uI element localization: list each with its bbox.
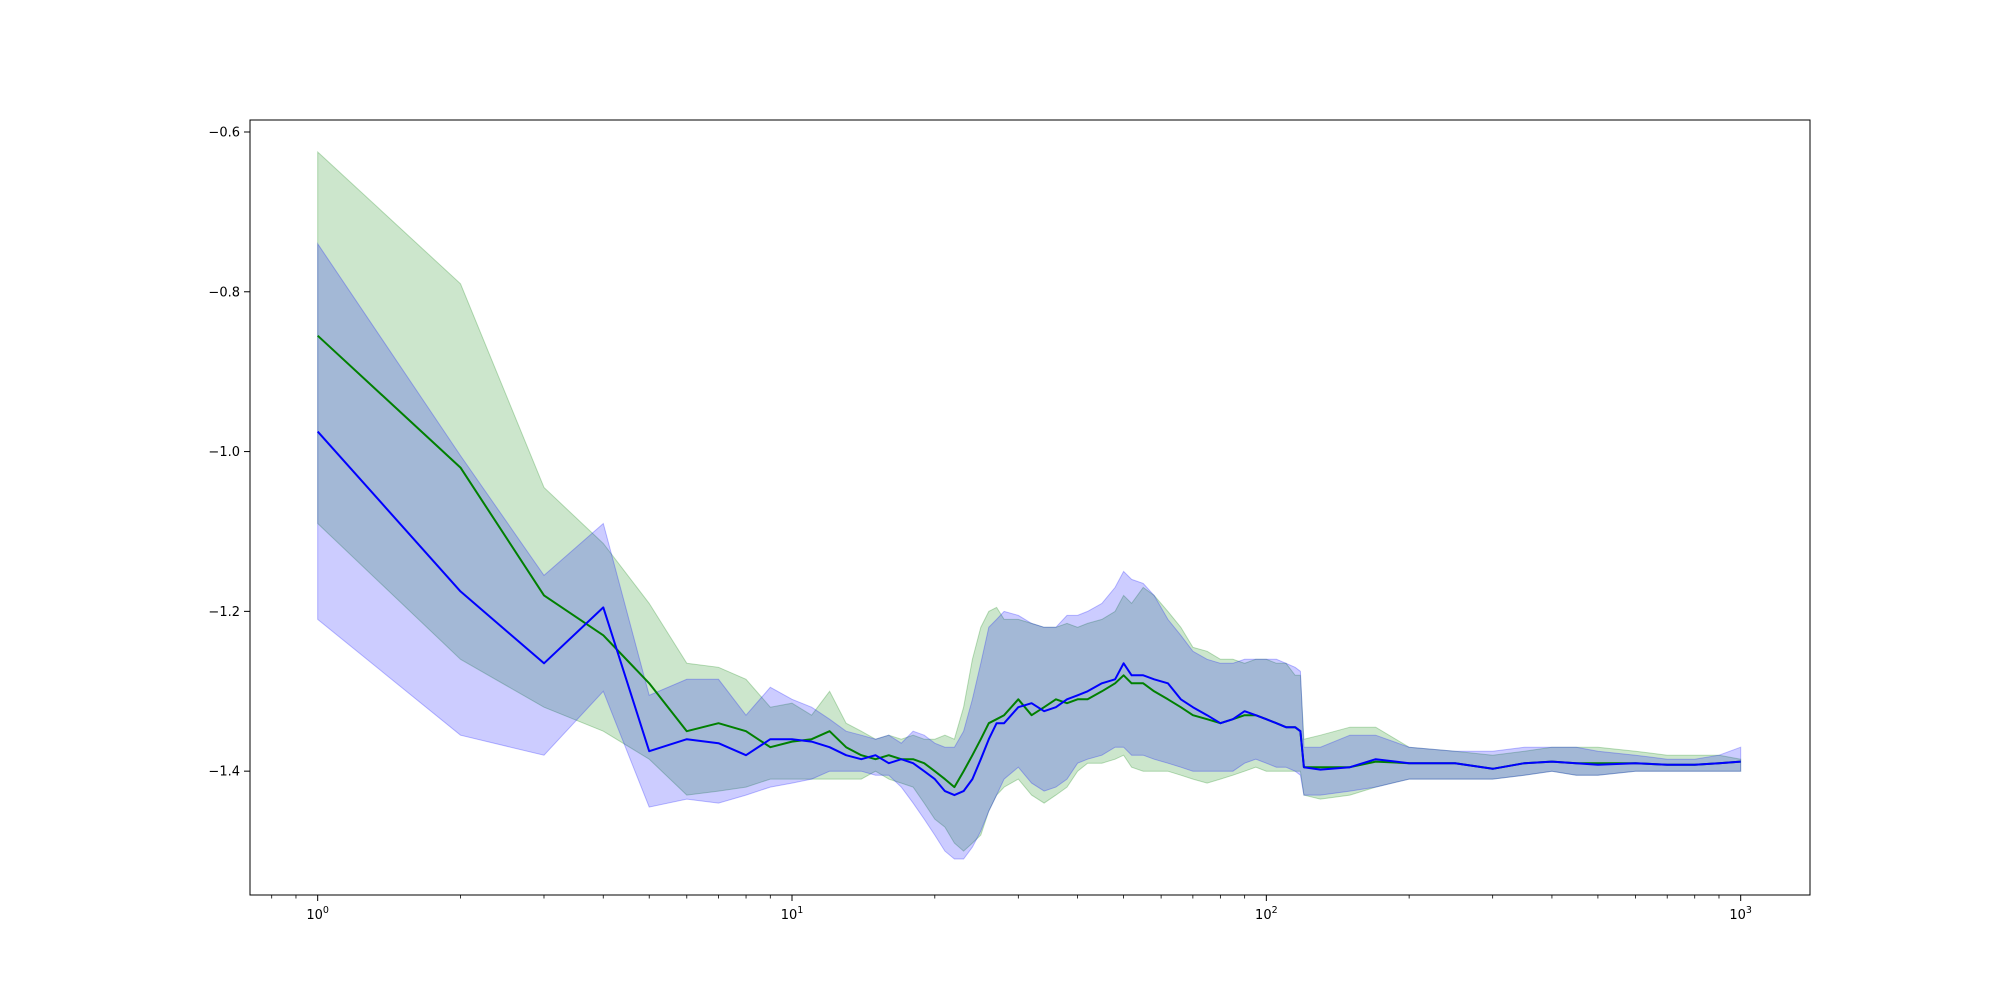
x-tick-label: 103 <box>1729 905 1752 923</box>
series-1-band <box>317 150 1742 852</box>
series-2-band <box>317 242 1742 860</box>
y-axis: −0.6 −0.8 −1.0 −1.2 −1.4 <box>208 125 250 780</box>
axes-frame <box>249 119 1811 896</box>
x-tick-label: 101 <box>781 905 804 923</box>
confidence-bands <box>317 150 1742 860</box>
y-tick-label: −1.4 <box>208 765 240 780</box>
y-tick-label: −1.2 <box>208 605 240 620</box>
y-tick-label: −1.0 <box>208 445 240 460</box>
x-axis: 100 101 102 103 <box>271 895 1752 923</box>
y-tick-label: −0.6 <box>208 125 240 140</box>
plot-area <box>316 150 1742 860</box>
x-tick-label: 100 <box>306 905 329 923</box>
x-tick-label: 102 <box>1255 905 1278 923</box>
series-1-line <box>317 334 1741 789</box>
y-tick-label: −0.8 <box>208 285 240 300</box>
mean-lines <box>316 334 1741 797</box>
series-2-line <box>316 430 1741 797</box>
